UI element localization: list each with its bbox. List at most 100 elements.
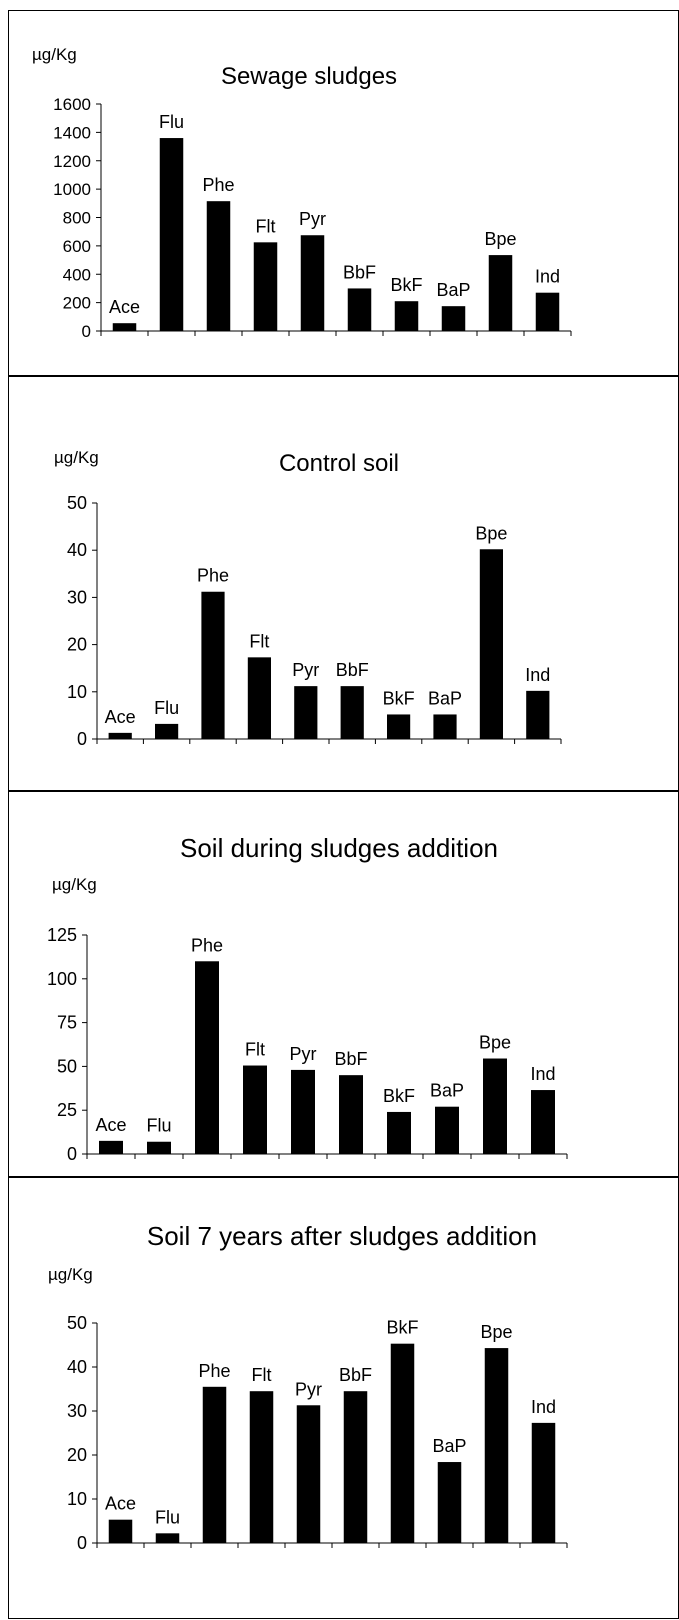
bar-bkf — [387, 1111, 411, 1154]
y-tick-label: 40 — [67, 1357, 87, 1377]
bar-ind — [535, 292, 560, 331]
bar-flu — [147, 1141, 171, 1154]
y-tick-label: 30 — [67, 1401, 87, 1421]
bar-category-label: BbF — [334, 1049, 367, 1069]
bar-flt — [247, 657, 271, 739]
bar-ind — [531, 1422, 556, 1543]
bar-ace — [99, 1140, 123, 1154]
bar-pyr — [291, 1069, 315, 1154]
y-tick-label: 400 — [63, 265, 91, 284]
bar-category-label: Phe — [197, 566, 229, 586]
bar-category-label: BbF — [343, 262, 376, 282]
bar-ace — [108, 1519, 133, 1543]
bar-category-label: Flu — [154, 698, 179, 718]
bar-flu — [155, 723, 179, 739]
y-tick-label: 125 — [47, 925, 77, 945]
bar-category-label: BaP — [430, 1081, 464, 1101]
bar-ind — [526, 690, 550, 739]
bar-ace — [112, 323, 137, 331]
bar-category-label: Bpe — [484, 229, 516, 249]
y-axis-unit-label: µg/Kg — [52, 875, 97, 894]
bar-category-label: Ace — [105, 1494, 136, 1514]
bar-category-label: BbF — [336, 660, 369, 680]
bar-bbf — [339, 1075, 363, 1154]
y-tick-label: 1400 — [53, 123, 91, 142]
bar-category-label: Phe — [202, 175, 234, 195]
bar-flu — [159, 138, 184, 331]
y-tick-label: 50 — [67, 1313, 87, 1333]
y-tick-label: 75 — [57, 1013, 77, 1033]
bar-category-label: BaP — [432, 1436, 466, 1456]
bar-bpe — [488, 255, 513, 331]
y-tick-label: 1200 — [53, 152, 91, 171]
bar-bap — [435, 1106, 459, 1154]
bar-category-label: Flt — [252, 1365, 272, 1385]
bar-phe — [206, 201, 231, 331]
bar-category-label: Pyr — [299, 209, 326, 229]
y-axis-unit-label: µg/Kg — [48, 1265, 93, 1284]
bar-bkf — [390, 1343, 415, 1543]
bar-category-label: Ind — [530, 1064, 555, 1084]
bar-category-label: Pyr — [292, 660, 319, 680]
bar-pyr — [300, 235, 325, 331]
chart-panel-sewage-sludges: Sewage sludges µg/Kg 0 200 400 600 800 1000 1200… — [8, 10, 679, 376]
y-tick-label: 25 — [57, 1100, 77, 1120]
bar-category-label: Ace — [109, 297, 140, 317]
y-tick-label: 0 — [67, 1144, 77, 1164]
bar-category-label: Ace — [95, 1115, 126, 1135]
bar-category-label: Flu — [155, 1507, 180, 1527]
bar-category-label: Flt — [256, 216, 276, 236]
bar-bbf — [343, 1391, 368, 1543]
bar-category-label: BkF — [383, 688, 415, 708]
chart-soil-during-sludges-addition: Soil during sludges addition µg/Kg 0 25 50 75… — [47, 833, 568, 1164]
y-tick-label: 10 — [67, 682, 87, 702]
chart-title: Soil during sludges addition — [180, 833, 498, 863]
bar-category-label: BkF — [390, 275, 422, 295]
y-tick-label: 800 — [63, 209, 91, 228]
bar-bbf — [340, 686, 364, 739]
y-tick-label: 1000 — [53, 180, 91, 199]
y-tick-label: 0 — [77, 1533, 87, 1553]
bar-bpe — [483, 1058, 507, 1154]
chart-title: Sewage sludges — [221, 63, 397, 90]
bar-category-label: BaP — [428, 688, 462, 708]
y-tick-label: 10 — [67, 1489, 87, 1509]
chart-soil-7-years-after-sludges-addition: Soil 7 years after sludges addition µg/Kg… — [48, 1221, 568, 1553]
bar-category-label: Phe — [191, 935, 223, 955]
bar-flt — [249, 1391, 274, 1543]
bar-category-label: Ind — [525, 665, 550, 685]
bar-category-label: Pyr — [290, 1044, 317, 1064]
bar-ace — [108, 732, 132, 739]
y-tick-label: 0 — [82, 322, 91, 341]
chart-sewage-sludges: Sewage sludges µg/Kg 0 200 400 600 800 1000 1200… — [32, 45, 572, 341]
y-tick-label: 100 — [47, 969, 77, 989]
bar-category-label: Flu — [146, 1116, 171, 1136]
bar-bap — [433, 714, 457, 739]
bar-category-label: Phe — [198, 1361, 230, 1381]
chart-panel-control-soil: Control soil µg/Kg 0 10 20 30 40 50 Ace Flu Phe Flt… — [8, 376, 679, 791]
bar-bpe — [484, 1348, 509, 1543]
bar-flt — [243, 1065, 267, 1154]
bar-category-label: Ind — [531, 1397, 556, 1417]
bar-category-label: Ace — [105, 707, 136, 727]
y-tick-label: 20 — [67, 1445, 87, 1465]
bar-bbf — [347, 288, 372, 331]
y-axis-unit-label: µg/Kg — [54, 448, 99, 467]
bar-category-label: Bpe — [480, 1322, 512, 1342]
y-tick-label: 40 — [67, 540, 87, 560]
y-tick-label: 30 — [67, 587, 87, 607]
bar-bkf — [387, 714, 411, 739]
y-axis-unit-label: µg/Kg — [32, 45, 77, 64]
bar-bpe — [479, 549, 503, 739]
bar-category-label: BbF — [339, 1365, 372, 1385]
chart-panel-soil-during-addition: Soil during sludges addition µg/Kg 0 25 50 75… — [8, 791, 679, 1177]
bar-pyr — [296, 1405, 321, 1543]
y-tick-label: 200 — [63, 294, 91, 313]
y-tick-label: 0 — [77, 729, 87, 749]
bar-flt — [253, 242, 278, 331]
bar-bkf — [394, 301, 419, 331]
chart-title: Control soil — [279, 450, 399, 477]
bar-bap — [441, 306, 466, 331]
bar-bap — [437, 1462, 462, 1543]
y-tick-label: 600 — [63, 237, 91, 256]
